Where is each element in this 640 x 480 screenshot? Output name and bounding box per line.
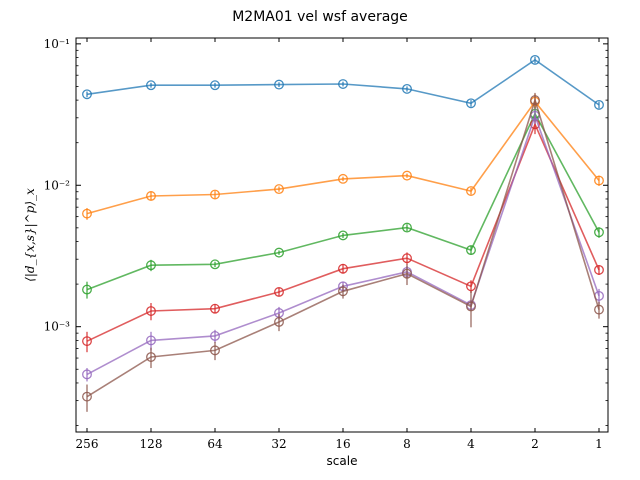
data-point bbox=[274, 317, 284, 327]
data-point bbox=[210, 303, 220, 314]
data-point bbox=[146, 335, 156, 346]
data-point bbox=[466, 245, 476, 256]
data-point bbox=[594, 99, 604, 110]
data-point bbox=[274, 79, 284, 90]
axis-ticks: 256 128 64 32 16 8 4 2 1 10⁻¹ 10⁻² 10⁻³ bbox=[44, 37, 608, 451]
data-point bbox=[594, 264, 604, 275]
y-tick-label: 10⁻³ bbox=[44, 320, 71, 334]
data-point bbox=[82, 284, 92, 295]
data-point bbox=[274, 184, 284, 195]
data-point bbox=[82, 208, 92, 219]
series-2 bbox=[82, 94, 604, 220]
y-axis-label: ⟨|d_{x,s}|^p⟩_x bbox=[23, 188, 37, 282]
data-point bbox=[210, 330, 220, 341]
series-line bbox=[86, 122, 600, 342]
x-tick-label: 32 bbox=[271, 437, 286, 451]
data-point bbox=[466, 98, 476, 109]
data-point bbox=[146, 306, 156, 316]
data-point bbox=[82, 369, 92, 380]
x-tick-label: 64 bbox=[207, 437, 223, 451]
data-point bbox=[466, 301, 476, 312]
x-tick-label: 2 bbox=[531, 437, 539, 451]
data-point bbox=[210, 80, 220, 91]
data-point bbox=[274, 287, 284, 297]
data-point bbox=[530, 54, 540, 65]
series-6 bbox=[82, 92, 604, 412]
data-point bbox=[594, 175, 604, 186]
data-point bbox=[210, 259, 220, 270]
x-tick-label: 128 bbox=[140, 437, 163, 451]
data-point bbox=[402, 222, 412, 233]
data-point bbox=[338, 230, 348, 241]
data-point bbox=[594, 227, 604, 238]
series-line bbox=[86, 113, 600, 376]
chart-title: M2MA01 vel wsf average bbox=[232, 9, 408, 25]
data-point bbox=[402, 253, 412, 264]
x-tick-label: 4 bbox=[467, 437, 475, 451]
y-tick-label: 10⁻¹ bbox=[44, 37, 70, 51]
series-3 bbox=[82, 106, 604, 299]
chart-marks bbox=[82, 54, 604, 412]
data-point bbox=[82, 89, 92, 100]
plot-frame bbox=[75, 37, 609, 433]
data-point bbox=[210, 345, 220, 356]
data-point bbox=[402, 268, 412, 279]
data-point bbox=[146, 191, 156, 201]
data-point bbox=[274, 247, 284, 258]
data-point bbox=[402, 83, 412, 94]
data-point bbox=[402, 170, 412, 181]
data-point bbox=[82, 336, 92, 347]
data-point bbox=[530, 95, 540, 106]
data-point bbox=[594, 304, 604, 315]
x-tick-label: 8 bbox=[403, 437, 411, 451]
data-point bbox=[210, 189, 220, 200]
data-point bbox=[146, 260, 156, 271]
data-point bbox=[146, 352, 156, 362]
data-point bbox=[338, 263, 348, 274]
data-point bbox=[146, 80, 156, 91]
series-line bbox=[86, 97, 600, 398]
data-point bbox=[82, 391, 92, 402]
data-point bbox=[466, 281, 476, 292]
x-tick-label: 256 bbox=[76, 437, 99, 451]
x-axis-label: scale bbox=[327, 454, 358, 468]
series-1 bbox=[82, 54, 604, 110]
data-point bbox=[338, 173, 348, 184]
data-point bbox=[338, 79, 348, 89]
x-tick-label: 1 bbox=[595, 437, 603, 451]
x-tick-label: 16 bbox=[335, 437, 350, 451]
data-point bbox=[466, 186, 476, 197]
data-point bbox=[338, 286, 348, 297]
y-tick-label: 10⁻² bbox=[44, 178, 71, 192]
